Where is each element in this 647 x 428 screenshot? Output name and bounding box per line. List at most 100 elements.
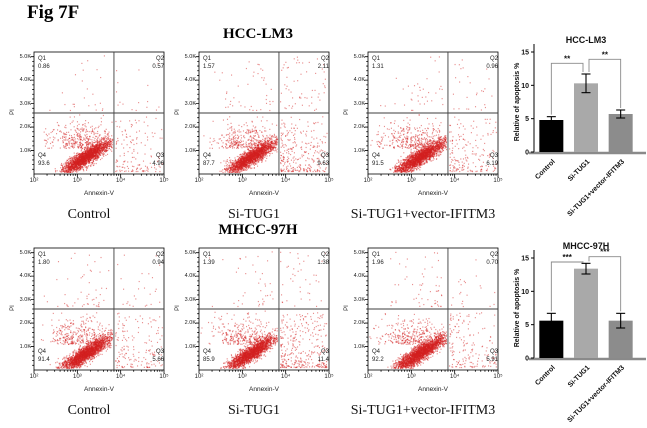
x-axis-tick-label: 10⁵	[493, 374, 503, 380]
quadrant-percent: 0.94	[152, 259, 164, 266]
quadrant-percent: 1.80	[38, 259, 50, 266]
quadrant-label-q4: Q4 91.4	[38, 349, 50, 364]
quadrant-percent: 0.57	[152, 63, 164, 70]
significance-label: ***	[600, 248, 610, 257]
quadrant-label-q1: Q1 1.31	[372, 56, 384, 71]
y-axis-tick-label: 4.0K	[184, 273, 196, 280]
x-axis-label: Annexin-V	[418, 190, 448, 197]
y-axis-tick-label: 2.0K	[353, 320, 365, 327]
quadrant-percent: 0.86	[38, 63, 50, 70]
x-axis-tick-label: 10⁵	[159, 178, 169, 184]
quadrant-label-q1: Q1 0.86	[38, 56, 50, 71]
quadrant-percent: 93.6	[38, 160, 50, 167]
significance-bracket	[550, 261, 584, 312]
flow-scatter-canvas	[340, 240, 506, 380]
quadrant-label-q4: Q4 85.9	[203, 349, 215, 364]
quadrant-name: Q2	[155, 252, 164, 258]
bar-category-label: Control	[534, 158, 557, 181]
y-axis-tick-label: 1.0K	[184, 147, 196, 154]
quadrant-name: Q2	[320, 252, 329, 258]
x-axis-label: Annexin-V	[84, 386, 114, 393]
bar-category-label: Si-TUG1+vector-IFITM3	[567, 364, 627, 424]
x-axis-tick-label: 10³	[406, 178, 416, 184]
x-axis-tick-label: 10⁴	[450, 178, 460, 184]
y-axis-tick-label: 2.0K	[353, 124, 365, 131]
y-axis-tick-label: 5.0K	[19, 53, 31, 60]
quadrant-percent: 91.5	[372, 160, 384, 167]
quadrant-label-q3: Q3 11.4	[293, 349, 329, 364]
quadrant-name: Q1	[203, 56, 212, 62]
y-axis-label: PI	[174, 109, 181, 115]
x-axis-tick-label: 10²	[194, 374, 204, 380]
bar-si-tug1+vector-ifitm3	[608, 114, 633, 152]
x-axis-tick-label: 10⁵	[493, 178, 503, 184]
y-axis-tick-label: 2.0K	[184, 124, 196, 131]
quadrant-label-q2: Q2 0.94	[128, 252, 164, 267]
flow-plot-mhcc-97h-col1: 5.0K 4.0K 3.0K 2.0K 1.0K 10² 10³ 10⁴ 10⁵ PI Annexi…	[171, 240, 337, 425]
condition-label: Control	[67, 403, 111, 418]
quadrant-label-q4: Q4 87.7	[203, 153, 215, 168]
significance-bracket	[588, 256, 622, 312]
x-axis-tick-label: 10⁴	[281, 374, 291, 380]
x-axis-tick-label: 10²	[363, 374, 373, 380]
significance-label: **	[602, 50, 609, 59]
bar-control	[539, 120, 564, 152]
quadrant-name: Q1	[372, 56, 381, 62]
quadrant-percent: 1.31	[372, 63, 384, 70]
quadrant-label-q4: Q4 93.6	[38, 153, 50, 168]
bar-category-label: Si-TUG1	[567, 158, 592, 183]
quadrant-percent: 87.7	[203, 160, 215, 167]
quadrant-percent: 0.70	[486, 259, 498, 266]
y-axis-tick-label: 2.0K	[184, 320, 196, 327]
x-axis-tick-label: 10⁴	[116, 374, 126, 380]
y-axis-tick-label: 2.0K	[19, 320, 31, 327]
y-axis-tick-label: 3.0K	[184, 100, 196, 107]
flow-scatter-canvas	[6, 240, 172, 380]
flow-plot-mhcc-97h-col2: 5.0K 4.0K 3.0K 2.0K 1.0K 10² 10³ 10⁴ 10⁵ PI Annexi…	[340, 240, 506, 425]
quadrant-label-q1: Q1 1.57	[203, 56, 215, 71]
x-axis-tick-label: 10⁴	[116, 178, 126, 184]
quadrant-label-q2: Q2 2.11	[293, 56, 329, 71]
y-axis-tick-label: 3.0K	[353, 296, 365, 303]
quadrant-name: Q1	[372, 252, 381, 258]
quadrant-label-q1: Q1 1.96	[372, 252, 384, 267]
flow-scatter-canvas	[6, 44, 172, 184]
x-axis-tick-label: 10³	[237, 178, 247, 184]
y-axis-tick-label: 1.0K	[353, 147, 365, 154]
quadrant-name: Q2	[155, 56, 164, 62]
quadrant-label-q4: Q4 91.5	[372, 153, 384, 168]
y-axis-label: PI	[9, 109, 16, 115]
y-axis-tick-label: 3.0K	[19, 100, 31, 107]
x-axis-tick-label: 10²	[194, 178, 204, 184]
y-axis-label: PI	[343, 305, 350, 311]
cell-line-title-mhcc-97h: MHCC-97H	[218, 222, 298, 238]
quadrant-label-q3: Q3 9.63	[293, 153, 329, 168]
bar-chart-title: HCC-LM3	[566, 35, 607, 45]
condition-label: Si-TUG1	[227, 207, 281, 222]
x-axis-label: Annexin-V	[418, 386, 448, 393]
condition-label: Si-TUG1+vector-IFITM3	[350, 207, 496, 222]
x-axis-label: Annexin-V	[84, 190, 114, 197]
bar-category-label: Si-TUG1+vector-IFITM3	[567, 158, 627, 218]
quadrant-percent: 6.19	[486, 160, 498, 167]
quadrant-label-q3: Q3 5.66	[128, 349, 164, 364]
quadrant-label-q2: Q2 0.96	[462, 56, 498, 71]
quadrant-percent: 1.39	[203, 259, 215, 266]
bar-y-axis-label: Relative of apoptosis %	[514, 62, 521, 141]
bar-si-tug1	[574, 83, 598, 152]
x-axis-tick-label: 10³	[72, 374, 82, 380]
quadrant-percent: 9.63	[317, 160, 329, 167]
quadrant-percent: 1.96	[372, 259, 384, 266]
x-axis-label: Annexin-V	[249, 190, 279, 197]
y-axis-tick-label: 2.0K	[19, 124, 31, 131]
y-axis-tick-label: 1.0K	[19, 343, 31, 350]
y-axis-tick-label: 5.0K	[184, 53, 196, 60]
y-axis-tick-label: 1.0K	[19, 147, 31, 154]
x-axis-tick-label: 10²	[29, 374, 39, 380]
flow-scatter-canvas	[340, 44, 506, 184]
x-axis-tick-label: 10³	[72, 178, 82, 184]
bar-chart-svg: MHCC-97H Relative of apoptosis % 0 5 10 15 Con…	[514, 241, 646, 424]
y-axis-tick-label: 5	[525, 322, 529, 329]
y-axis-tick-label: 4.0K	[19, 77, 31, 84]
